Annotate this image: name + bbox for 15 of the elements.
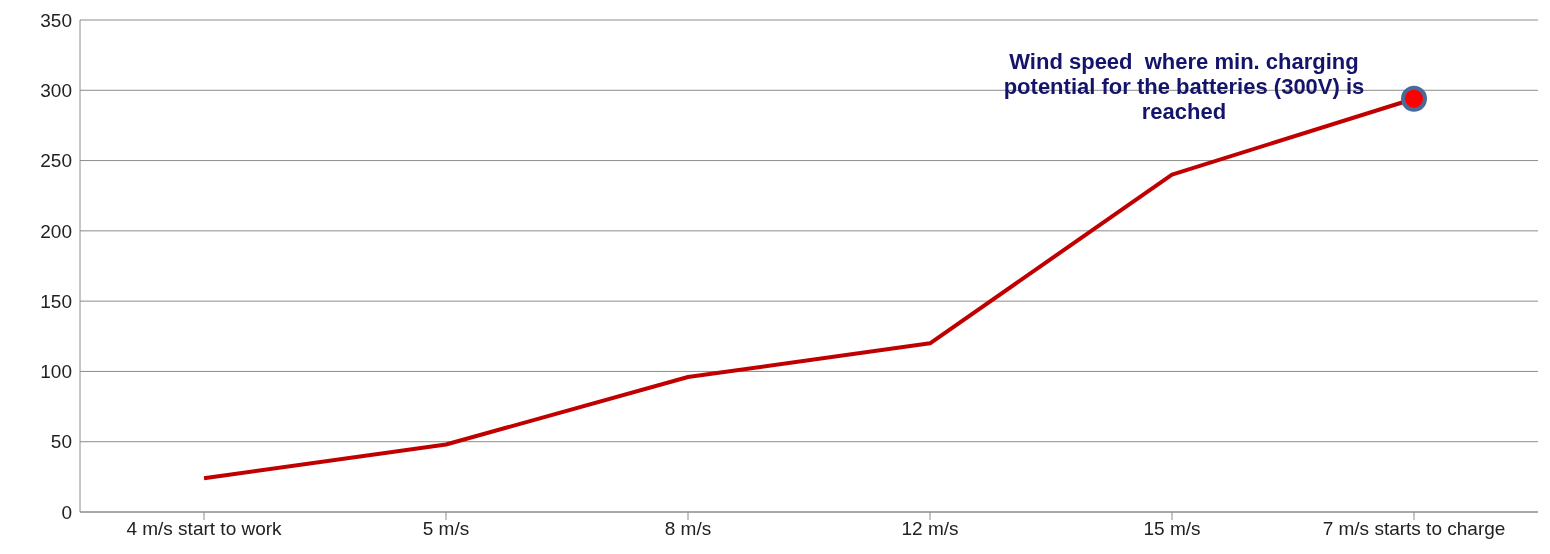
x-tick-label: 12 m/s: [901, 518, 959, 540]
y-tick-label: 100: [40, 361, 72, 383]
annotation: Wind speed where min. charging potential for the batteries (300V) is reached: [1003, 48, 1365, 124]
x-tick-label: 15 m/s: [1143, 518, 1201, 540]
x-tick-label: 5 m/s: [422, 518, 470, 540]
y-tick-label: 250: [40, 150, 72, 172]
x-tick-label: 7 m/s starts to charge: [1322, 518, 1506, 540]
y-tick-label: 50: [50, 431, 72, 453]
y-tick-label: 0: [61, 501, 72, 523]
y-tick-label: 350: [40, 9, 72, 31]
y-tick-label: 300: [40, 80, 72, 102]
y-tick-label: 150: [40, 290, 72, 312]
x-tick-label: 4 m/s start to work: [126, 518, 283, 540]
y-tick-label: 200: [40, 220, 72, 242]
x-tick-label: 8 m/s: [664, 518, 712, 540]
